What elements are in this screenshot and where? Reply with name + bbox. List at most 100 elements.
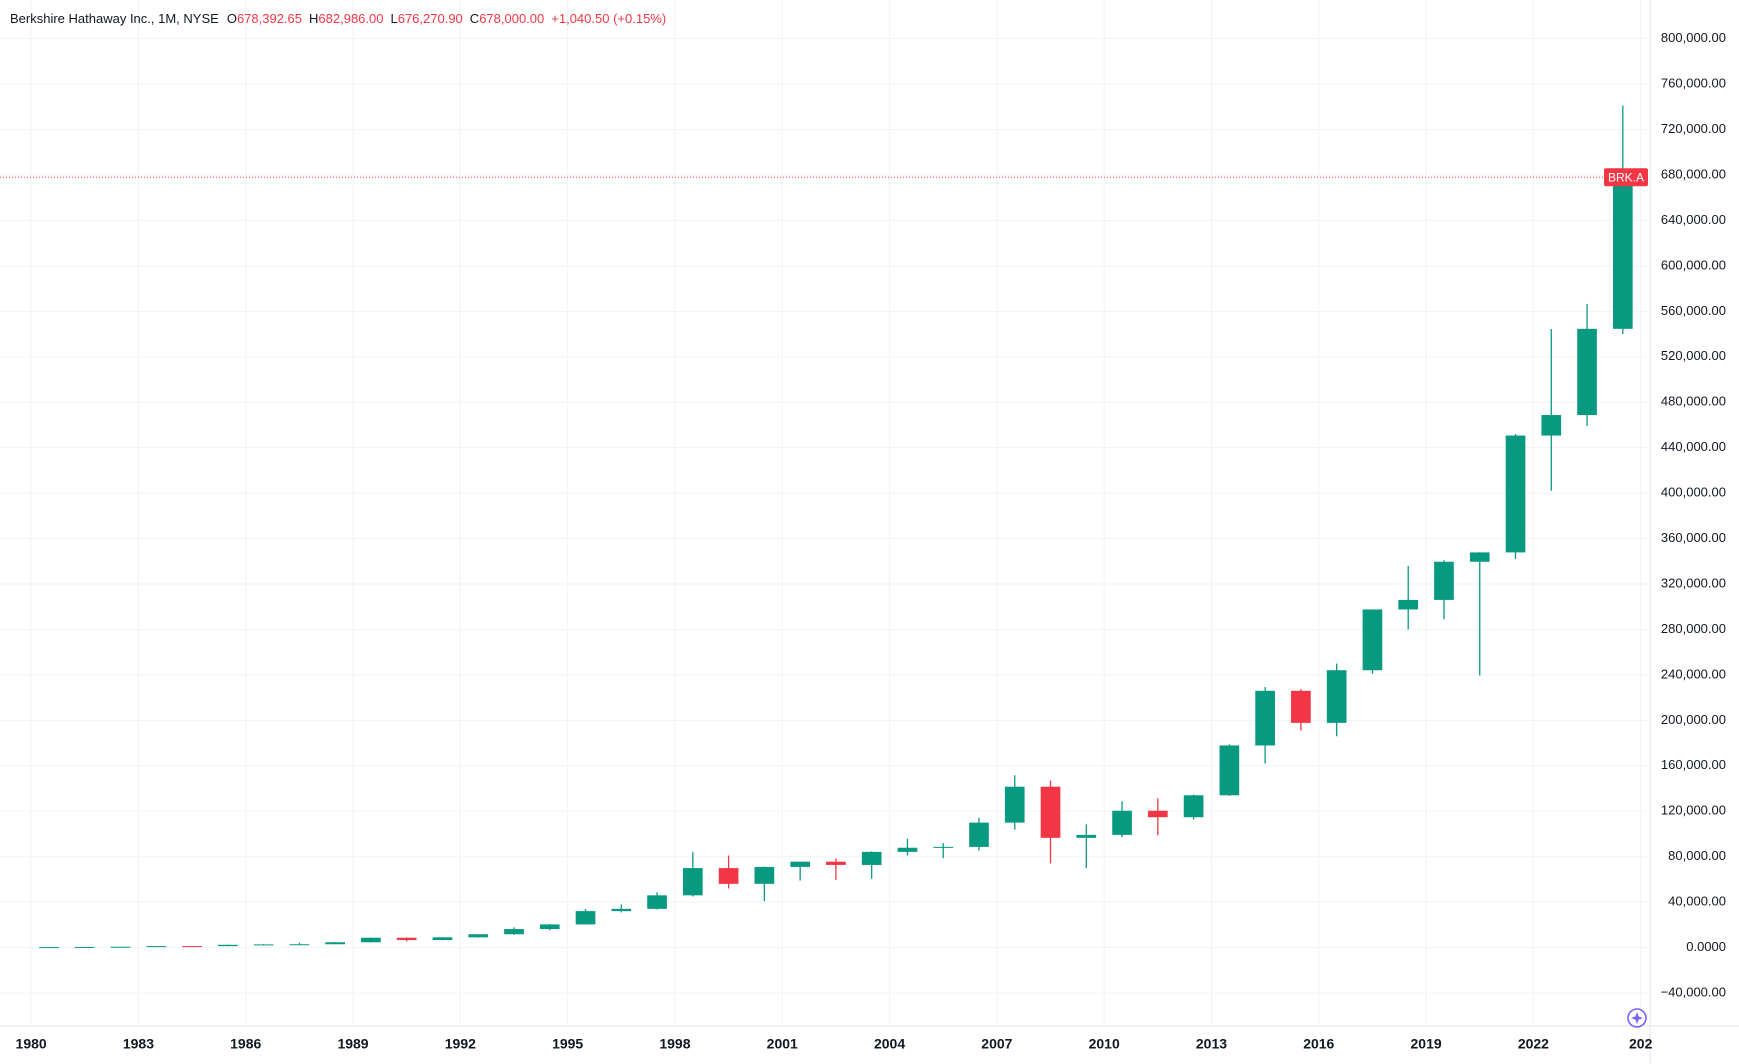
y-tick-label: 680,000.00 [1661,166,1726,181]
y-tick-label: 400,000.00 [1661,485,1726,500]
candle-body [74,946,95,948]
x-tick-label: 2013 [1196,1036,1227,1052]
y-tick-label: −40,000.00 [1661,984,1726,999]
y-tick-label: 120,000.00 [1661,803,1726,818]
y-tick-label: 760,000.00 [1661,76,1726,91]
y-tick-label: 480,000.00 [1661,394,1726,409]
candle-body [826,861,846,865]
candles [39,105,1633,949]
y-tick-label: 240,000.00 [1661,666,1726,681]
candle-body [1577,328,1597,416]
candle-body [933,846,954,848]
ohlc-label: L [390,11,397,26]
candle-body [682,868,703,896]
assistant-icon[interactable] [1627,1008,1647,1028]
x-tick-label: 2004 [874,1036,905,1052]
symbol-label: BRK.A [1608,170,1644,184]
candle-body [468,934,489,938]
y-tick-label: 280,000.00 [1661,621,1726,636]
x-tick-label: 1983 [123,1036,154,1052]
x-tick-label: 2007 [981,1036,1012,1052]
candle-body [325,942,345,945]
x-tick-label: 202 [1629,1036,1653,1052]
candle-body [647,895,667,909]
candle-body [432,937,453,941]
candle-body [1541,415,1562,436]
x-tick-label: 1998 [659,1036,690,1052]
ohlc-value: 678,392.65 [237,11,302,26]
candle-body [539,924,560,930]
candle-body [1076,834,1097,838]
x-tick-label: 1995 [552,1036,583,1052]
y-tick-label: 160,000.00 [1661,757,1726,772]
candle-body [1183,795,1204,818]
candle-body [253,944,274,946]
candle-body [1291,690,1311,723]
candle-body [897,847,918,852]
y-tick-label: 560,000.00 [1661,303,1726,318]
y-tick-label: 40,000.00 [1668,894,1726,909]
ohlc-value: 676,270.90 [398,11,463,26]
candle-body [218,944,238,947]
candle-body [1434,561,1454,600]
candle-body [110,946,131,948]
ohlc-label: C [470,11,479,26]
candle-body [1255,690,1275,746]
y-tick-label: 440,000.00 [1661,439,1726,454]
title: Berkshire Hathaway Inc., 1M, NYSE [10,11,219,26]
candle-body [1219,745,1240,796]
ohlc-label: O [227,11,237,26]
y-tick-label: 720,000.00 [1661,121,1726,136]
x-tick-label: 2001 [767,1036,798,1052]
assistant-star [1631,1012,1643,1024]
candle-body [289,944,310,946]
x-tick-label: 2019 [1411,1036,1442,1052]
x-tick-label: 2022 [1518,1036,1549,1052]
candle-body [1147,810,1168,818]
candle-body [1362,609,1383,671]
y-tick-label: 200,000.00 [1661,712,1726,727]
y-tick-label: 640,000.00 [1661,212,1726,227]
grid [0,0,1650,1026]
y-tick-label: 520,000.00 [1661,348,1726,363]
change: +1,040.50 (+0.15%) [551,11,666,26]
ohlc-value: 682,986.00 [318,11,383,26]
candle-body [1612,177,1633,329]
candle-body [754,866,775,884]
ohlc-value: 678,000.00 [479,11,544,26]
candle-body [969,822,989,847]
candle-body [718,868,739,884]
y-tick-label: 320,000.00 [1661,575,1726,590]
candle-body [1505,435,1526,553]
candle-body [1004,786,1025,823]
x-tick-label: 1992 [445,1036,476,1052]
candle-body [611,908,632,912]
candle-body [146,946,167,948]
candle-body [182,946,202,948]
ohlc-label: H [309,11,318,26]
candle-body [861,851,882,865]
candle-body [1112,810,1132,835]
candle-body [1040,786,1061,838]
x-tick-label: 1989 [337,1036,368,1052]
candle-body [790,861,810,867]
x-tick-label: 1980 [16,1036,47,1052]
header: Berkshire Hathaway Inc., 1M, NYSE O678,39… [10,11,666,26]
header-line: Berkshire Hathaway Inc., 1M, NYSE O678,39… [10,11,666,26]
symbol-badge [1604,168,1648,187]
x-tick-label: 2016 [1303,1036,1334,1052]
candle-body [575,911,596,925]
candle-body [504,929,524,935]
candle-body [1398,599,1419,610]
x-tick-label: 1986 [230,1036,261,1052]
candle-body [1469,552,1490,562]
x-tick-label: 2010 [1089,1036,1120,1052]
y-tick-label: 80,000.00 [1668,848,1726,863]
y-tick-label: 600,000.00 [1661,257,1726,272]
y-tick-label: 800,000.00 [1661,30,1726,45]
candle-body [1326,670,1347,723]
y-tick-label: 0.0000 [1686,939,1726,954]
